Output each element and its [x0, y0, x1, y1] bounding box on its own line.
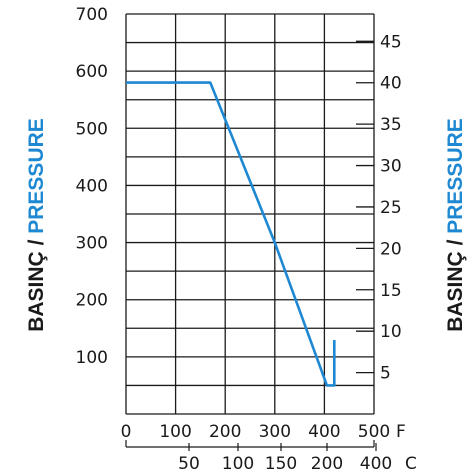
y-tick-right: 40	[380, 74, 402, 94]
y-tick-left: 300	[76, 234, 108, 254]
x-tick-top: 400	[308, 422, 340, 442]
y-tick-right: 35	[380, 115, 402, 135]
x-tick-top: 0	[121, 422, 132, 442]
y-tick-left: 400	[76, 176, 108, 196]
series-layer	[126, 81, 336, 387]
x-tick-top: 500	[358, 422, 390, 442]
x-tick-top: 100	[159, 422, 191, 442]
y-tick-right: 25	[380, 198, 402, 218]
x-tick-bottom: 150	[265, 454, 297, 474]
series-line	[126, 81, 336, 387]
y-tick-right: 30	[380, 157, 402, 177]
x-tick-top: 200	[209, 422, 241, 442]
x-tick-bottom: 400	[360, 454, 392, 474]
y-tick-right: 10	[380, 322, 402, 342]
y-tick-left: 600	[76, 62, 108, 82]
x-unit-bottom: C	[405, 454, 417, 474]
y-tick-left: 200	[76, 291, 108, 311]
side-label-left: BASINÇ / PRESSURE	[25, 118, 48, 332]
y-tick-left: 500	[76, 119, 108, 139]
x-tick-bottom: 50	[178, 454, 200, 474]
side-label-right: BASINÇ / PRESSURE	[444, 118, 467, 332]
x-unit-top: F	[396, 422, 406, 442]
x-tick-bottom: 100	[222, 454, 254, 474]
y-tick-left: 100	[76, 348, 108, 368]
y-tick-right: 45	[380, 32, 402, 52]
x-tick-top: 300	[259, 422, 291, 442]
y-tick-right: 15	[380, 281, 402, 301]
x-tick-bottom: 200	[311, 454, 343, 474]
y-tick-right: 5	[380, 364, 391, 384]
y-tick-right: 20	[380, 239, 402, 259]
chart-grid	[125, 13, 375, 415]
y-tick-left: 700	[76, 5, 108, 25]
